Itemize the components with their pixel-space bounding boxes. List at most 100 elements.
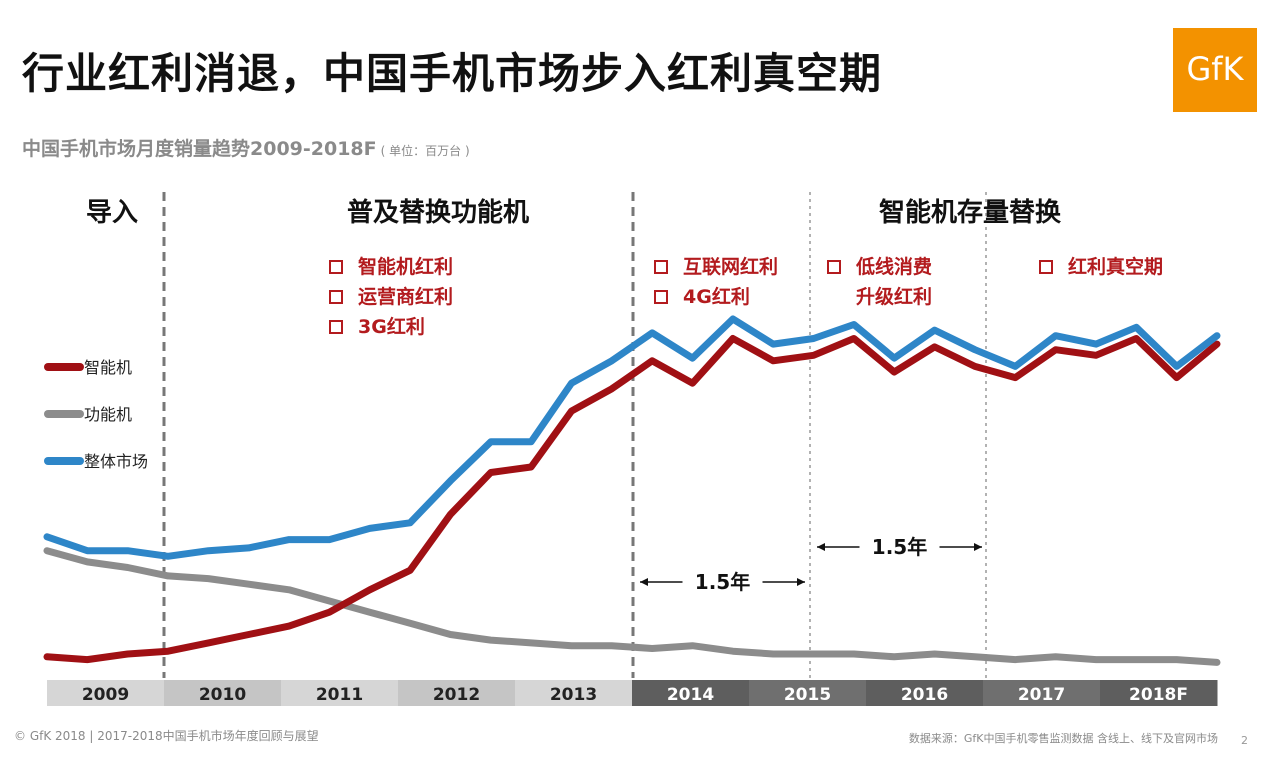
interval-label-1: 1.5年 [695, 570, 750, 594]
data-point-smart [972, 364, 977, 369]
checkbox-icon [329, 320, 343, 334]
data-point-total [730, 317, 735, 321]
year-label-2012: 2012 [433, 685, 480, 705]
year-label-2018F: 2018F [1129, 685, 1188, 705]
data-point-smart [166, 649, 170, 654]
arrow-left-icon [817, 543, 825, 551]
data-point-smart [45, 654, 49, 659]
year-cell-2014 [632, 680, 750, 706]
year-cell-2011 [281, 680, 399, 706]
year-cell-2015 [749, 680, 867, 706]
data-point-smart [448, 512, 453, 517]
data-point-smart [85, 657, 90, 662]
data-point-smart [327, 610, 332, 615]
page-number: 2 [1241, 734, 1248, 747]
annotation-label: 智能机红利 [358, 255, 453, 278]
data-point-feature [1174, 657, 1179, 662]
page-title: 行业红利消退，中国手机市场步入红利真空期 [22, 49, 883, 98]
data-point-total [45, 534, 49, 539]
data-point-total [690, 356, 695, 361]
data-point-total [1053, 333, 1058, 338]
data-point-feature [650, 646, 655, 651]
data-point-feature [1013, 657, 1018, 662]
data-point-smart [609, 386, 614, 391]
data-point-feature [45, 548, 49, 553]
annotation-label: 红利真空期 [1068, 255, 1163, 278]
data-point-total [1013, 364, 1018, 369]
checkbox-icon [329, 290, 343, 304]
data-point-smart [650, 358, 655, 363]
data-point-total [166, 554, 170, 559]
data-point-feature [166, 573, 170, 578]
data-point-total [327, 537, 332, 542]
data-point-feature [1134, 657, 1139, 662]
data-point-total [650, 330, 655, 335]
gfk-logo: GfK [1173, 28, 1257, 112]
annotation-label: 运营商红利 [358, 285, 453, 308]
data-point-total [609, 358, 614, 363]
data-point-feature [327, 599, 332, 603]
series-line-smart [43, 335, 1221, 664]
data-point-feature [206, 576, 211, 581]
phase-header-3: 智能机存量替换 [879, 197, 1062, 228]
data-point-feature [1094, 657, 1098, 662]
phase-header-1: 导入 [86, 198, 138, 228]
legend-label-smart: 智能机 [84, 358, 132, 377]
data-point-feature [488, 638, 493, 643]
data-point-smart [730, 336, 735, 341]
data-point-smart [1094, 353, 1098, 358]
year-label-2017: 2017 [1018, 685, 1065, 705]
data-point-smart [932, 344, 937, 349]
legend-label-feature: 功能机 [84, 405, 132, 424]
year-label-2010: 2010 [199, 685, 246, 705]
chart-unit: ( 单位：百万台 ) [380, 144, 470, 158]
data-point-smart [1134, 336, 1139, 341]
year-cell-2009 [47, 680, 165, 706]
data-point-total [569, 381, 574, 386]
data-point-feature [1053, 654, 1058, 659]
year-label-2015: 2015 [784, 685, 831, 705]
data-point-smart [892, 370, 897, 374]
data-point-total [367, 526, 372, 531]
year-cell-2013 [515, 680, 633, 706]
interval-label-2: 1.5年 [872, 535, 927, 559]
data-point-smart [287, 624, 292, 629]
year-label-2011: 2011 [316, 685, 363, 705]
annotation-label: 升级红利 [856, 285, 932, 308]
data-point-smart [1013, 375, 1018, 380]
annotation-label: 低线消费 [855, 255, 932, 278]
data-point-smart [569, 409, 574, 414]
footer-source: 数据来源：GfK中国手机零售监测数据 含线上、线下及官网市场 [908, 732, 1218, 745]
arrow-right-icon [797, 578, 805, 586]
year-label-2014: 2014 [667, 685, 714, 705]
data-point-feature [569, 643, 574, 648]
data-point-smart [690, 381, 695, 386]
data-point-total [206, 548, 211, 553]
data-point-total [771, 342, 776, 347]
year-label-2009: 2009 [82, 685, 129, 705]
data-point-total [892, 356, 897, 361]
data-point-feature [609, 643, 614, 648]
phase-header-2: 普及替换功能机 [347, 197, 529, 228]
arrow-left-icon [640, 578, 648, 586]
data-point-smart [246, 632, 251, 637]
data-point-feature [811, 652, 816, 656]
data-point-feature [125, 565, 130, 570]
data-point-feature [932, 652, 937, 656]
data-point-feature [730, 649, 735, 654]
data-point-total [1134, 325, 1139, 330]
data-point-total [932, 328, 937, 333]
data-point-total [488, 439, 493, 444]
data-point-smart [1215, 342, 1219, 347]
data-point-feature [408, 621, 413, 626]
data-point-smart [811, 353, 816, 358]
data-point-smart [367, 587, 372, 592]
data-point-smart [851, 336, 856, 341]
annotation-label: 4G红利 [683, 285, 750, 308]
checkbox-icon [654, 290, 668, 304]
data-point-total [125, 548, 130, 553]
gfk-logo-text: GfK [1186, 50, 1244, 88]
data-point-feature [690, 643, 695, 648]
year-cell-2017 [983, 680, 1101, 706]
data-point-smart [488, 470, 493, 475]
